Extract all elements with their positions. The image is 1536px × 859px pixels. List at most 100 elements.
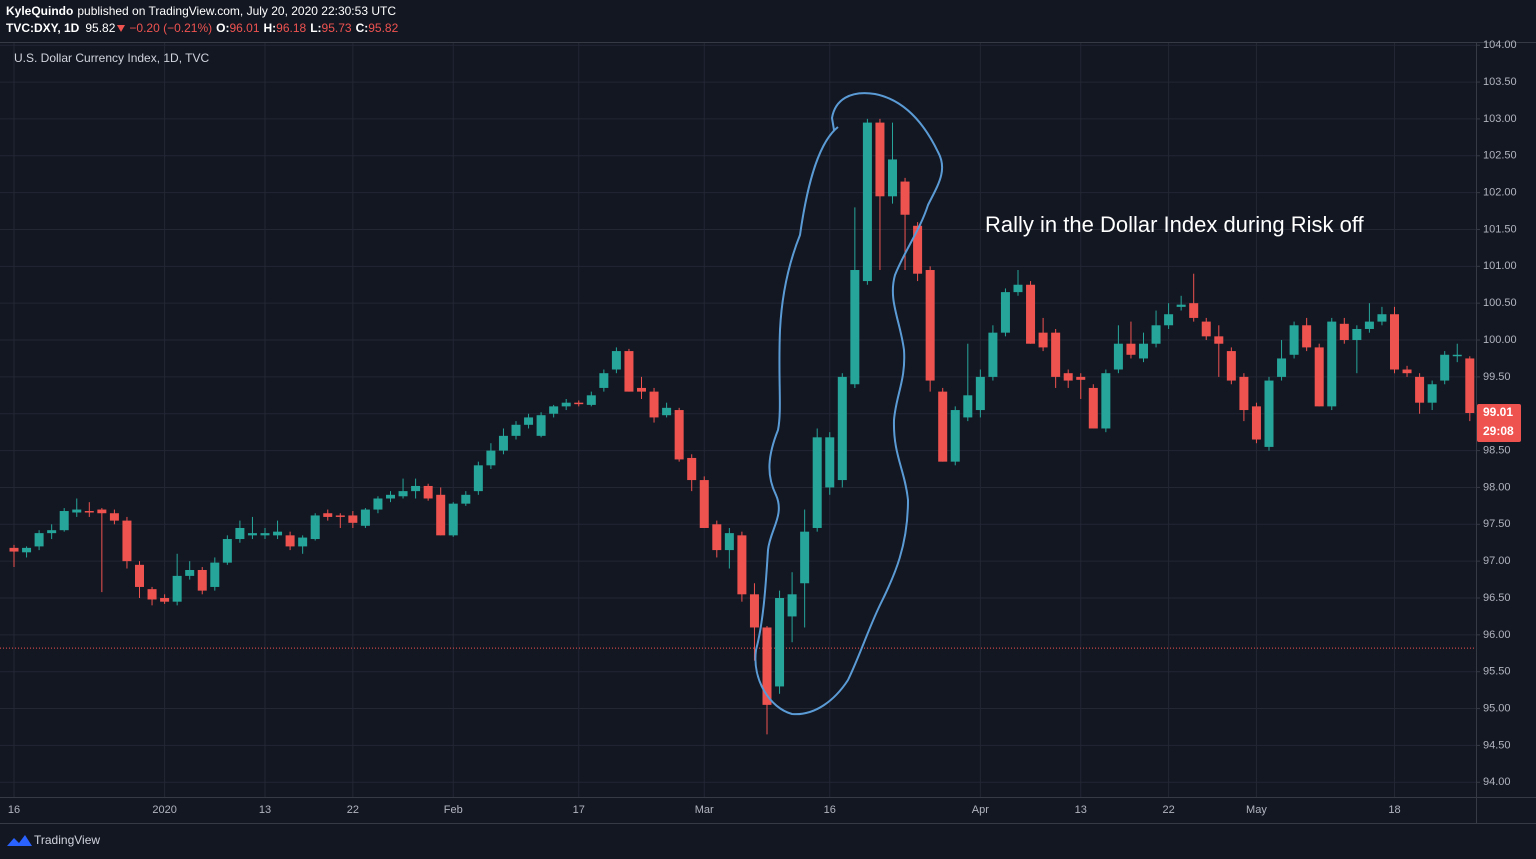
candle-body: [511, 424, 521, 436]
candle-body: [1264, 380, 1274, 447]
candle-body: [160, 597, 170, 602]
candle-body: [1239, 376, 1249, 411]
candle-body: [109, 513, 119, 521]
ohlc-value: 95.82: [368, 21, 398, 35]
x-tick-label: 22: [347, 804, 359, 816]
candle-body: [1076, 376, 1086, 380]
x-tick-label: 13: [1075, 804, 1087, 816]
y-tick-label: 102.50: [1483, 150, 1517, 162]
candle-body: [398, 491, 408, 497]
quote-line: TVC:DXY, 1D 95.82 −0.20 (−0.21%) O:96.01 H:9…: [6, 21, 399, 35]
candle-body: [185, 569, 195, 576]
candle-body: [1427, 384, 1437, 403]
y-tick-label: 100.00: [1483, 334, 1517, 346]
candle-body: [1415, 376, 1425, 403]
candle-body: [210, 562, 220, 587]
candle-body: [1402, 369, 1412, 374]
y-tick-label: 103.50: [1483, 76, 1517, 88]
candle-body: [135, 564, 144, 587]
candle-body: [862, 122, 872, 282]
candle-body: [787, 594, 797, 617]
candle-body: [762, 627, 772, 705]
candle-body: [1277, 358, 1287, 377]
candle-body: [737, 535, 747, 595]
ohlc-value: 95.73: [322, 21, 352, 35]
candle-body: [436, 494, 446, 536]
x-tick-label: Mar: [695, 804, 714, 816]
candle-body: [473, 465, 483, 492]
candle-body: [1113, 343, 1123, 370]
y-tick-label: 99.50: [1483, 371, 1511, 383]
candle-body: [1126, 343, 1136, 355]
x-tick-label: 18: [1388, 804, 1400, 816]
brand: TradingView: [34, 833, 100, 847]
y-tick-label: 102.00: [1483, 187, 1517, 199]
y-tick-label: 101.00: [1483, 260, 1517, 272]
ohlc-key: C:: [356, 21, 369, 35]
candle-body: [260, 533, 270, 536]
candle-body: [599, 373, 609, 388]
candle-body: [611, 351, 621, 370]
candle-body: [1226, 351, 1236, 381]
candle-body: [59, 511, 69, 531]
candle-body: [360, 509, 370, 526]
candle-body: [1151, 325, 1161, 344]
candle-body: [812, 437, 822, 528]
candle-body: [1201, 321, 1211, 337]
candle-body: [524, 417, 534, 425]
candle-body: [1063, 373, 1073, 381]
y-tick-label: 97.00: [1483, 555, 1511, 567]
candle-body: [448, 503, 458, 536]
candle-body: [536, 415, 546, 436]
candle-body: [724, 533, 734, 551]
candle-body: [674, 410, 684, 460]
candle-body: [662, 407, 672, 416]
candle-body: [1465, 358, 1475, 413]
candle-body: [373, 498, 383, 510]
candle-body: [1364, 321, 1374, 329]
candle-body: [624, 351, 634, 392]
candle-body: [122, 520, 132, 562]
candle-body: [637, 387, 646, 392]
candle-body: [749, 594, 759, 628]
y-tick-label: 103.00: [1483, 113, 1517, 125]
y-tick-label: 98.50: [1483, 444, 1511, 456]
author: KyleQuindo: [6, 4, 73, 18]
candle-body: [9, 547, 19, 552]
x-tick-label: 16: [824, 804, 836, 816]
ohlc-key: H:: [264, 21, 277, 35]
header-line: KyleQuindo published on TradingView.com, …: [6, 4, 396, 18]
candle-body: [687, 457, 697, 481]
candle-body: [1390, 314, 1399, 370]
candle-body: [950, 410, 960, 462]
candle-body: [1051, 332, 1061, 377]
x-tick-label: Feb: [444, 804, 463, 816]
candle-body: [1189, 303, 1199, 318]
candle-body: [1101, 373, 1111, 429]
candle-body: [900, 181, 910, 215]
candle-body: [386, 494, 395, 499]
candle-body: [411, 485, 421, 492]
candle-body: [925, 270, 935, 381]
y-tick-label: 96.00: [1483, 629, 1511, 641]
x-tick-label: 16: [8, 804, 20, 816]
y-tick-label: 97.50: [1483, 518, 1511, 530]
candle-body: [310, 515, 320, 540]
candle-body: [988, 332, 998, 377]
candle-body: [699, 480, 709, 528]
candle-body: [1352, 328, 1362, 341]
candle-body: [1139, 343, 1148, 359]
candle-body: [888, 159, 897, 197]
candle-body: [649, 391, 659, 418]
down-arrow: [117, 25, 125, 32]
candle-body: [1314, 347, 1324, 407]
y-tick-label: 104.00: [1483, 39, 1517, 51]
candle-body: [34, 533, 44, 547]
candle-body: [97, 509, 107, 514]
candle-body: [913, 225, 923, 274]
candle-body: [825, 437, 835, 488]
candle-body: [850, 270, 860, 385]
